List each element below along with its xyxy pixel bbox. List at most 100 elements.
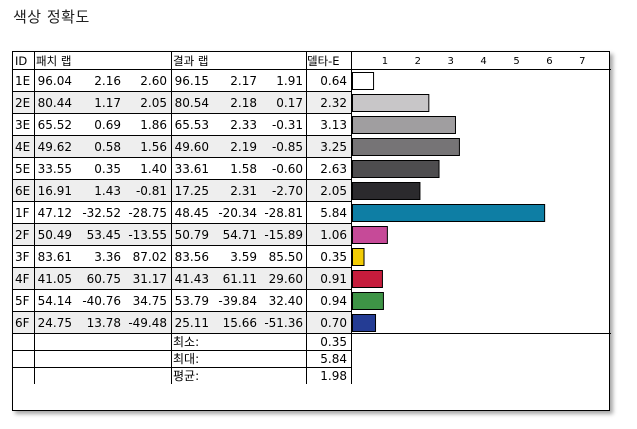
axis-tick-label: 1	[382, 56, 388, 67]
color-accuracy-chart: ID 패치 랩 결과 랩 델타-E 1 2 3 4 5 6 7 1E 96.04 2.16 2.60 96.1…	[13, 52, 611, 384]
cell-patch-lab: 0.35	[94, 162, 121, 176]
delta-e-bar	[352, 270, 383, 288]
cell-patch-lab: 31.17	[133, 272, 167, 286]
cell-id: 4F	[15, 272, 30, 286]
cell-result-lab: -28.81	[264, 206, 303, 220]
cell-id: 1F	[15, 206, 30, 220]
cell-delta-e: 5.84	[320, 206, 347, 220]
row-stripe	[13, 135, 351, 157]
cell-result-lab: 32.40	[269, 294, 303, 308]
cell-result-lab: 33.61	[175, 162, 209, 176]
axis-tick-label: 7	[579, 56, 585, 67]
cell-result-lab: -51.36	[264, 316, 303, 330]
delta-e-bar	[352, 138, 460, 156]
cell-result-lab: 17.25	[175, 184, 209, 198]
cell-patch-lab: 34.75	[133, 294, 167, 308]
cell-patch-lab: 1.40	[140, 162, 167, 176]
cell-result-lab: 85.50	[269, 250, 303, 264]
cell-patch-lab: -28.75	[128, 206, 167, 220]
cell-patch-lab: 41.05	[38, 272, 72, 286]
axis-tick-label: 2	[415, 56, 421, 67]
cell-patch-lab: 24.75	[38, 316, 72, 330]
delta-e-bar	[352, 182, 421, 200]
color-accuracy-table: ID 패치 랩 결과 랩 델타-E 1 2 3 4 5 6 7 1E 96.04 2.16 2.60 96.1…	[12, 51, 611, 411]
header-delta-e: 델타-E	[307, 54, 340, 68]
summary-value: 0.35	[320, 335, 347, 349]
axis-tick-label: 4	[480, 56, 486, 67]
cell-delta-e: 1.06	[320, 228, 347, 242]
cell-patch-lab: 3.36	[94, 250, 121, 264]
cell-patch-lab: 2.16	[94, 74, 121, 88]
cell-result-lab: -0.85	[272, 140, 303, 154]
cell-patch-lab: 1.43	[94, 184, 121, 198]
cell-patch-lab: 53.45	[87, 228, 121, 242]
delta-e-bar	[352, 314, 377, 332]
delta-e-bar	[352, 94, 430, 112]
cell-result-lab: 54.71	[223, 228, 257, 242]
cell-result-lab: 2.17	[230, 74, 257, 88]
cell-delta-e: 0.64	[320, 74, 347, 88]
cell-result-lab: -0.31	[272, 118, 303, 132]
delta-e-bar	[352, 292, 384, 310]
cell-patch-lab: 87.02	[133, 250, 167, 264]
cell-result-lab: 29.60	[269, 272, 303, 286]
cell-patch-lab: 0.58	[94, 140, 121, 154]
cell-result-lab: -0.60	[272, 162, 303, 176]
cell-id: 2E	[15, 96, 30, 110]
cell-patch-lab: 54.14	[38, 294, 72, 308]
summary-label: 최대:	[173, 352, 199, 366]
header-patch-lab: 패치 랩	[36, 54, 71, 68]
cell-result-lab: 83.56	[175, 250, 209, 264]
cell-id: 1E	[15, 74, 30, 88]
cell-delta-e: 2.05	[320, 184, 347, 198]
cell-patch-lab: 49.62	[38, 140, 72, 154]
cell-result-lab: 65.53	[175, 118, 209, 132]
summary-label: 최소:	[173, 335, 199, 349]
cell-patch-lab: 2.60	[140, 74, 167, 88]
cell-patch-lab: 50.49	[38, 228, 72, 242]
cell-id: 6F	[15, 316, 30, 330]
cell-id: 5E	[15, 162, 30, 176]
cell-patch-lab: 2.05	[140, 96, 167, 110]
cell-result-lab: 50.79	[175, 228, 209, 242]
cell-patch-lab: 16.91	[38, 184, 72, 198]
cell-patch-lab: 60.75	[87, 272, 121, 286]
delta-e-bar	[352, 72, 375, 90]
cell-patch-lab: 83.61	[38, 250, 72, 264]
cell-delta-e: 0.94	[320, 294, 347, 308]
cell-id: 6E	[15, 184, 30, 198]
cell-result-lab: 61.11	[223, 272, 257, 286]
cell-result-lab: 2.19	[230, 140, 257, 154]
cell-delta-e: 2.32	[320, 96, 347, 110]
row-stripe	[13, 91, 351, 113]
cell-delta-e: 0.91	[320, 272, 347, 286]
cell-delta-e: 0.70	[320, 316, 347, 330]
cell-patch-lab: 80.44	[38, 96, 72, 110]
cell-result-lab: 49.60	[175, 140, 209, 154]
cell-patch-lab: -13.55	[128, 228, 167, 242]
delta-e-bar	[352, 248, 365, 266]
axis-tick-label: 3	[448, 56, 454, 67]
cell-delta-e: 3.25	[320, 140, 347, 154]
cell-result-lab: 48.45	[175, 206, 209, 220]
cell-result-lab: 96.15	[175, 74, 209, 88]
cell-id: 2F	[15, 228, 30, 242]
cell-patch-lab: 47.12	[38, 206, 72, 220]
row-stripe	[13, 223, 351, 245]
cell-patch-lab: 96.04	[38, 74, 72, 88]
summary-value: 1.98	[320, 369, 347, 383]
axis-tick-label: 6	[546, 56, 552, 67]
cell-patch-lab: 0.69	[94, 118, 121, 132]
cell-delta-e: 2.63	[320, 162, 347, 176]
cell-result-lab: 15.66	[223, 316, 257, 330]
delta-e-bar	[352, 226, 388, 244]
cell-result-lab: 80.54	[175, 96, 209, 110]
cell-result-lab: -20.34	[218, 206, 257, 220]
cell-result-lab: 2.31	[230, 184, 257, 198]
cell-patch-lab: 1.56	[140, 140, 167, 154]
cell-result-lab: -15.89	[264, 228, 303, 242]
cell-result-lab: 41.43	[175, 272, 209, 286]
cell-result-lab: 0.17	[276, 96, 303, 110]
row-stripe	[13, 267, 351, 289]
row-stripe	[13, 179, 351, 201]
